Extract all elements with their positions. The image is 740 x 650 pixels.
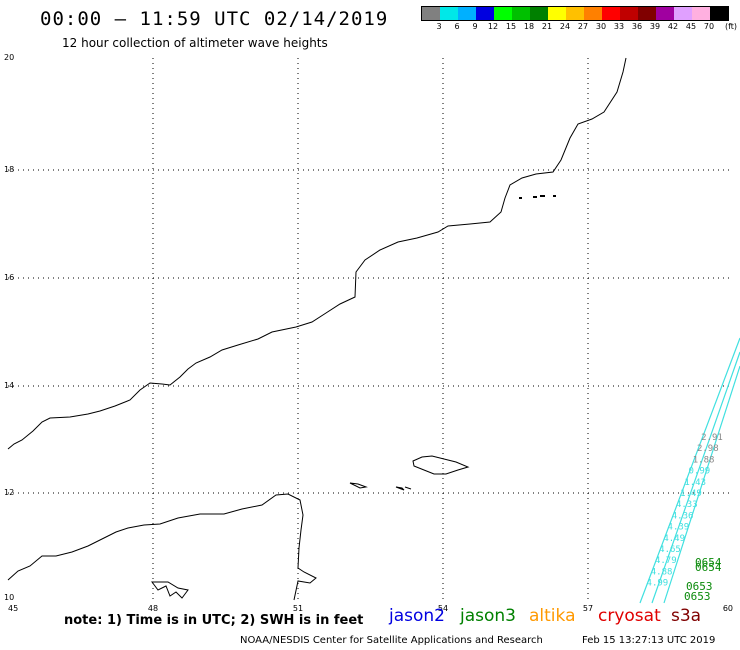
legend-swatch (548, 7, 566, 20)
page-title: 00:00 – 11:59 UTC 02/14/2019 (40, 8, 389, 30)
legend-label: 45 (685, 22, 697, 31)
altimeter-track (639, 337, 740, 604)
swh-value-label: 1.49 (680, 489, 702, 499)
swh-value-label: 2.98 (697, 444, 719, 454)
legend-label: 33 (613, 22, 625, 31)
y-tick-label: 14 (4, 381, 14, 390)
swh-value-label: 4.79 (655, 556, 677, 566)
legend-swatch (584, 7, 602, 20)
pass-label: 0654 (695, 561, 722, 574)
pass-label: 0653 (686, 580, 713, 593)
swh-value-label: 1.43 (684, 478, 706, 488)
legend-label: 6 (454, 22, 460, 31)
swh-value-label: 4.65 (659, 545, 681, 555)
y-tick-label: 12 (4, 488, 14, 497)
pass-label: 0654 (695, 556, 722, 569)
legend-label: 3 (436, 22, 442, 31)
legend-swatch (422, 7, 440, 20)
swh-value-label: 4.36 (672, 511, 694, 521)
legend-swatch (674, 7, 692, 20)
x-tick-label: 54 (438, 604, 448, 613)
satellite-s3a: s3a (671, 606, 702, 626)
x-tick-label: 57 (583, 604, 593, 613)
swh-value-label: 4.39 (668, 523, 690, 533)
legend-swatch (476, 7, 494, 20)
swh-value-label: 4.49 (663, 534, 685, 544)
legend-swatch (530, 7, 548, 20)
legend-swatch (512, 7, 530, 20)
legend-swatch (566, 7, 584, 20)
x-tick-label: 45 (8, 604, 18, 613)
legend-label: 36 (631, 22, 643, 31)
grid-lines (8, 58, 733, 600)
swh-value-label: 0.99 (689, 467, 711, 477)
legend-label: 12 (487, 22, 499, 31)
pass-label: 0653 (684, 590, 711, 603)
credit-line: NOAA/NESDIS Center for Satellite Applica… (240, 635, 543, 646)
y-tick-label: 10 (4, 593, 14, 602)
legend-label: 42 (667, 22, 679, 31)
x-tick-label: 48 (148, 604, 158, 613)
legend-swatch (692, 7, 710, 20)
coastline (7, 57, 627, 601)
y-tick-label: 16 (4, 273, 14, 282)
swh-value-label: 4.99 (647, 579, 669, 589)
legend-label: 39 (649, 22, 661, 31)
satellite-cryosat: cryosat (598, 606, 661, 626)
legend-swatch (710, 7, 728, 20)
legend-label: 9 (472, 22, 478, 31)
satellite-jason3: jason3 (460, 606, 516, 626)
page-subtitle: 12 hour collection of altimeter wave hei… (62, 36, 328, 50)
legend-swatch (620, 7, 638, 20)
y-tick-label: 18 (4, 165, 14, 174)
satellite-altika: altika (529, 606, 576, 626)
legend-label: 70 (703, 22, 715, 31)
credit-timestamp: Feb 15 13:27:13 UTC 2019 (582, 635, 716, 646)
legend-label: 18 (523, 22, 535, 31)
x-tick-label: 51 (293, 604, 303, 613)
footer-note: note: 1) Time is in UTC; 2) SWH is in fe… (64, 613, 364, 628)
legend-swatch (638, 7, 656, 20)
x-tick-label: 60 (723, 604, 733, 613)
y-tick-label: 20 (4, 53, 14, 62)
swh-value-label: 4.88 (651, 567, 673, 577)
legend-label: 24 (559, 22, 571, 31)
legend-swatch (656, 7, 674, 20)
color-legend (421, 6, 729, 21)
legend-label: (ft) (724, 22, 738, 31)
legend-label: 27 (577, 22, 589, 31)
legend-swatch (602, 7, 620, 20)
satellite-jason2: jason2 (389, 606, 445, 626)
swh-value-label: 1.88 (693, 455, 715, 465)
legend-swatch (440, 7, 458, 20)
swh-value-label: 4.33 (676, 500, 698, 510)
small-islands (519, 195, 556, 199)
swh-value-label: 2.91 (701, 433, 723, 443)
legend-swatch (494, 7, 512, 20)
legend-swatch (458, 7, 476, 20)
legend-label: 30 (595, 22, 607, 31)
legend-label: 21 (541, 22, 553, 31)
legend-label: 15 (505, 22, 517, 31)
